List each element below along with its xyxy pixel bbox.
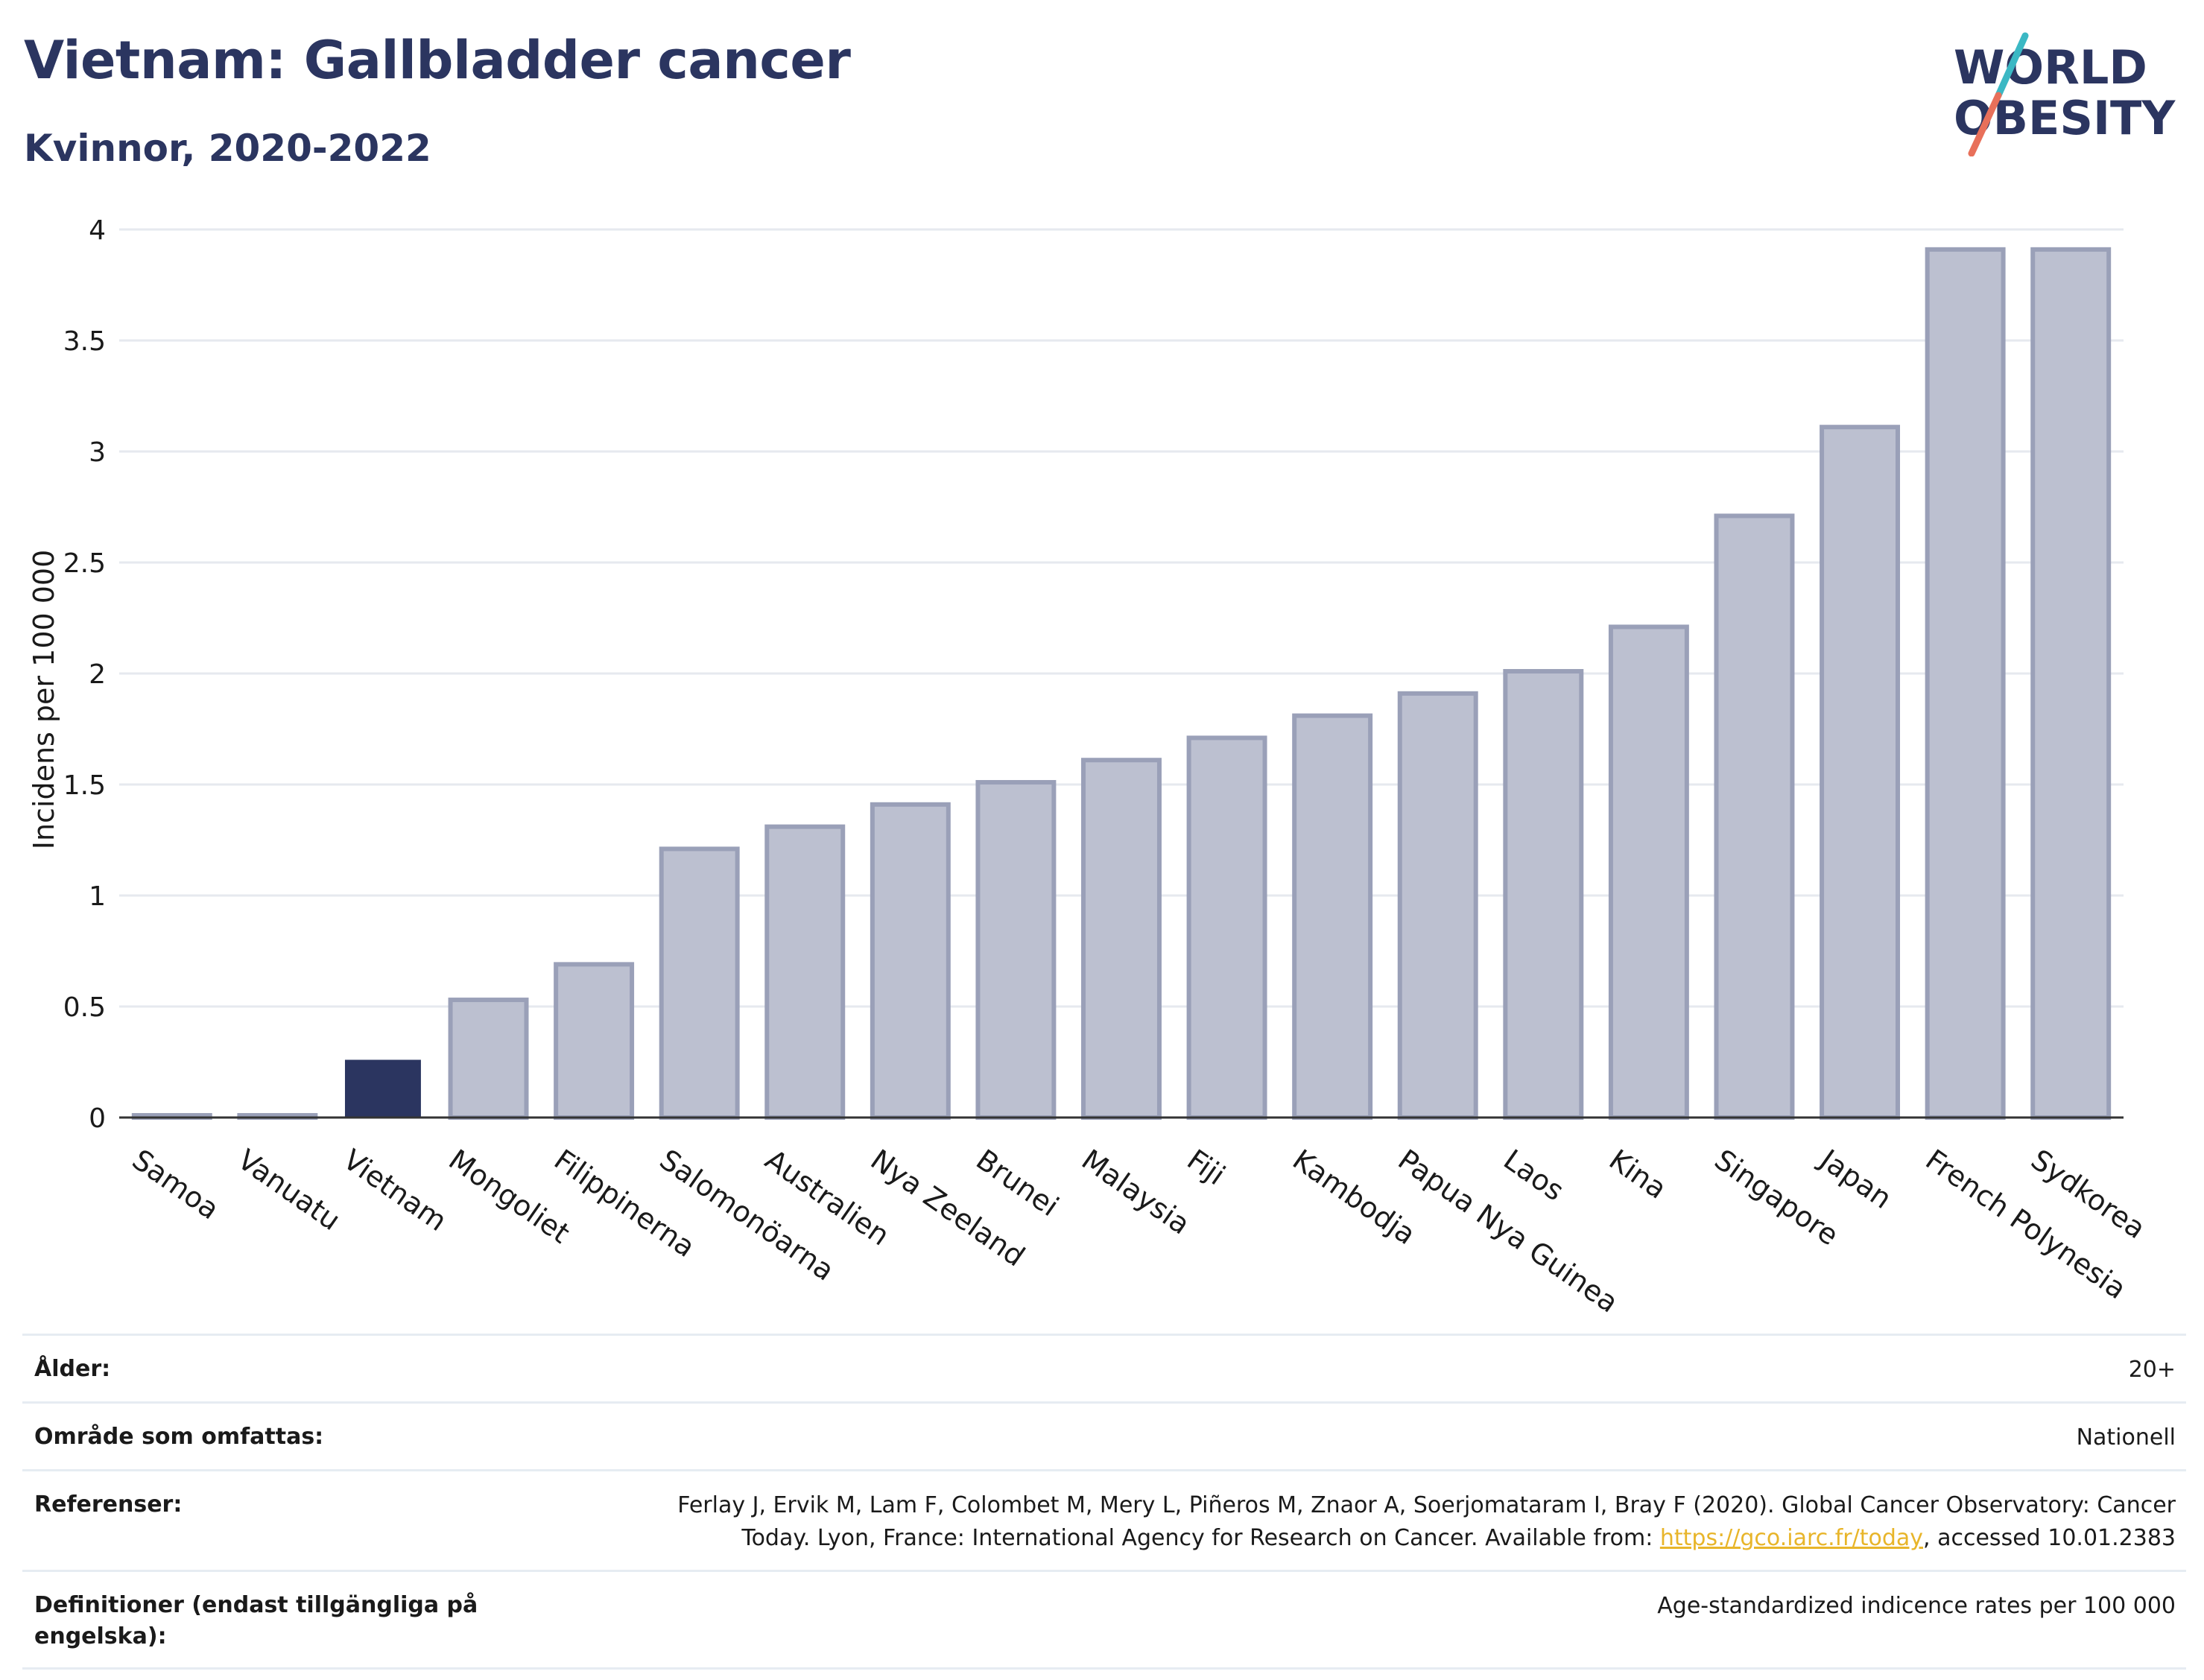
definitions-label: Definitioner (endast tillgängliga på eng…	[34, 1592, 478, 1649]
reference-line-2-end: , accessed 10.01.2383	[1923, 1525, 2176, 1551]
bar	[764, 824, 846, 1120]
definitions-value: Age-standardized indicence rates per 100…	[1657, 1593, 2176, 1619]
bar	[1081, 758, 1162, 1120]
age-label: Ålder:	[34, 1356, 111, 1382]
bar	[1186, 735, 1267, 1120]
bar	[448, 998, 529, 1120]
world-obesity-logo: WORLD OBESITY	[1954, 32, 2176, 156]
x-tick-label: Brunei	[970, 1143, 1065, 1223]
logo-line1: WORLD	[1954, 40, 2147, 95]
x-tick-label: Salomonöarna	[653, 1143, 840, 1287]
x-tick-label: French Polynesia	[1919, 1143, 2132, 1305]
y-tick-label: 1	[89, 881, 106, 912]
y-tick-label: 3.5	[63, 326, 106, 357]
info-table: Ålder: 20+ Område som omfattas: Nationel…	[22, 1334, 2186, 1670]
x-tick-label: Japan	[1813, 1142, 1898, 1215]
y-axis-label: Incidens per 100 000	[28, 550, 60, 850]
bar	[2030, 247, 2112, 1120]
reference-line-1: Ferlay J, Ervik M, Lam F, Colombet M, Me…	[677, 1492, 2176, 1518]
bar	[1608, 624, 1689, 1120]
bar	[1714, 513, 1795, 1120]
page-title: Vietnam: Gallbladder cancer	[24, 30, 851, 91]
y-tick-labels: 0 0.5 1 1.5 2 2.5 3 3.5 4	[63, 215, 106, 1134]
bars	[131, 247, 2112, 1120]
bar	[554, 962, 635, 1120]
y-tick-label: 2.5	[63, 548, 106, 579]
info-row-definitions: Definitioner (endast tillgängliga på eng…	[22, 1570, 2186, 1670]
x-tick-label: Vanuatu	[232, 1143, 346, 1237]
x-tick-label: Vietnam	[338, 1143, 453, 1237]
y-tick-label: 0	[89, 1103, 106, 1134]
reference-line-2-start: Today. Lyon, France: International Agenc…	[741, 1525, 1660, 1551]
y-tick-label: 2	[89, 659, 106, 690]
reference-line-2: Today. Lyon, France: International Agenc…	[511, 1522, 2176, 1555]
bar	[1820, 425, 1901, 1120]
bar-chart: 0 0.5 1 1.5 2 2.5 3 3.5 4 Samoa VanuatuVietnamMon…	[28, 215, 2152, 1319]
reference-link[interactable]: https://gco.iarc.fr/today	[1659, 1525, 1924, 1551]
x-tick-labels: Samoa VanuatuVietnamMongolietFilippinerna…	[127, 1142, 2152, 1319]
x-tick-label: Malaysia	[1076, 1143, 1196, 1240]
x-tick-label: Fiji	[1181, 1143, 1231, 1191]
info-row-references: Referenser: Ferlay J, Ervik M, Lam F, Co…	[22, 1469, 2186, 1570]
x-tick-label: Laos	[1498, 1143, 1570, 1207]
bar	[1397, 691, 1478, 1120]
bar	[1925, 247, 2006, 1120]
info-row-area: Område som omfattas: Nationell	[22, 1401, 2186, 1469]
logo-slash-bottom	[1968, 92, 2002, 156]
logo-slash-top	[1995, 32, 2029, 99]
x-tick-label: Samoa	[127, 1143, 226, 1226]
bar	[659, 846, 740, 1120]
x-tick-label: Kina	[1603, 1143, 1673, 1205]
y-tick-label: 4	[89, 215, 106, 246]
y-tick-label: 1.5	[63, 770, 106, 801]
bar	[1503, 669, 1584, 1120]
bar	[975, 780, 1057, 1120]
y-tick-label: 3	[89, 437, 106, 468]
info-row-age: Ålder: 20+	[22, 1334, 2186, 1401]
page-subtitle: Kvinnor, 2020-2022	[24, 127, 431, 170]
bar	[1292, 713, 1373, 1120]
bar	[870, 802, 951, 1120]
area-label: Område som omfattas:	[34, 1424, 324, 1450]
y-tick-label: 0.5	[63, 992, 106, 1023]
age-value: 20+	[2128, 1357, 2176, 1383]
references-label: Referenser:	[34, 1492, 183, 1518]
area-value: Nationell	[2076, 1424, 2176, 1451]
references-value: Ferlay J, Ervik M, Lam F, Colombet M, Me…	[511, 1489, 2176, 1555]
bar	[344, 1059, 421, 1118]
